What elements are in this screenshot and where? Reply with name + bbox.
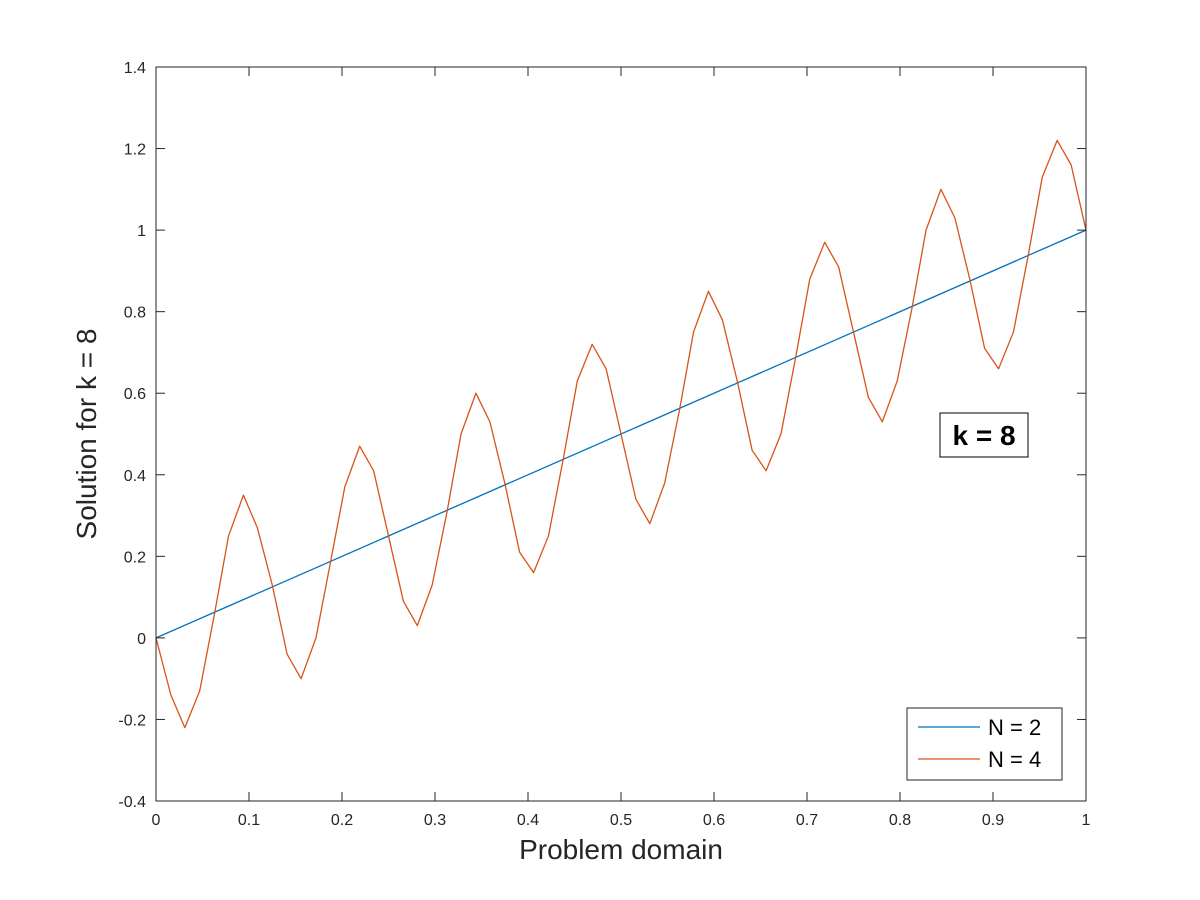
x-tick-label: 0.2 <box>331 812 353 829</box>
annotation-box <box>939 412 1029 458</box>
y-tick-label: -0.2 <box>118 712 146 729</box>
x-tick-label: 0.7 <box>796 812 818 829</box>
x-tick-label: 0.1 <box>238 812 260 829</box>
y-tick-label: -0.4 <box>118 794 146 811</box>
y-tick-label: 1 <box>137 223 146 240</box>
legend-box <box>906 707 1063 781</box>
x-tick-label: 1 <box>1082 812 1091 829</box>
y-tick-label: 1.2 <box>124 142 146 159</box>
x-axis-title: Problem domain <box>519 834 723 865</box>
x-tick-label: 0.4 <box>517 812 539 829</box>
y-tick-label: 0.2 <box>124 549 146 566</box>
legend-label-1: N = 2 <box>988 715 1041 740</box>
axes: 0 0.1 0.2 0.3 0.4 0.5 0.6 0.7 0.8 0.9 1 -0.4 -0.2 0 0.… <box>71 60 1091 865</box>
x-tick-label: 0.8 <box>889 812 911 829</box>
y-tick-label: 0.8 <box>124 305 146 322</box>
series-layer <box>156 139 1086 729</box>
x-tick-label: 0.9 <box>982 812 1004 829</box>
x-tick-label: 0.6 <box>703 812 725 829</box>
annotation-text: k = 8 <box>952 420 1015 451</box>
y-axis-title: Solution for k = 8 <box>71 329 102 540</box>
legend-label-2: N = 4 <box>988 747 1041 772</box>
annotation-layer: k = 8 <box>939 412 1029 458</box>
x-tick-label: 0.5 <box>610 812 632 829</box>
series-line-2 <box>156 139 1086 729</box>
x-tick-label: 0 <box>152 812 161 829</box>
y-tick-label: 1.4 <box>124 60 146 77</box>
legend: N = 2 N = 4 <box>906 707 1063 781</box>
y-tick-label: 0.4 <box>124 468 146 485</box>
y-tick-label: 0.6 <box>124 386 146 403</box>
x-tick-label: 0.3 <box>424 812 446 829</box>
y-tick-label: 0 <box>137 631 146 648</box>
